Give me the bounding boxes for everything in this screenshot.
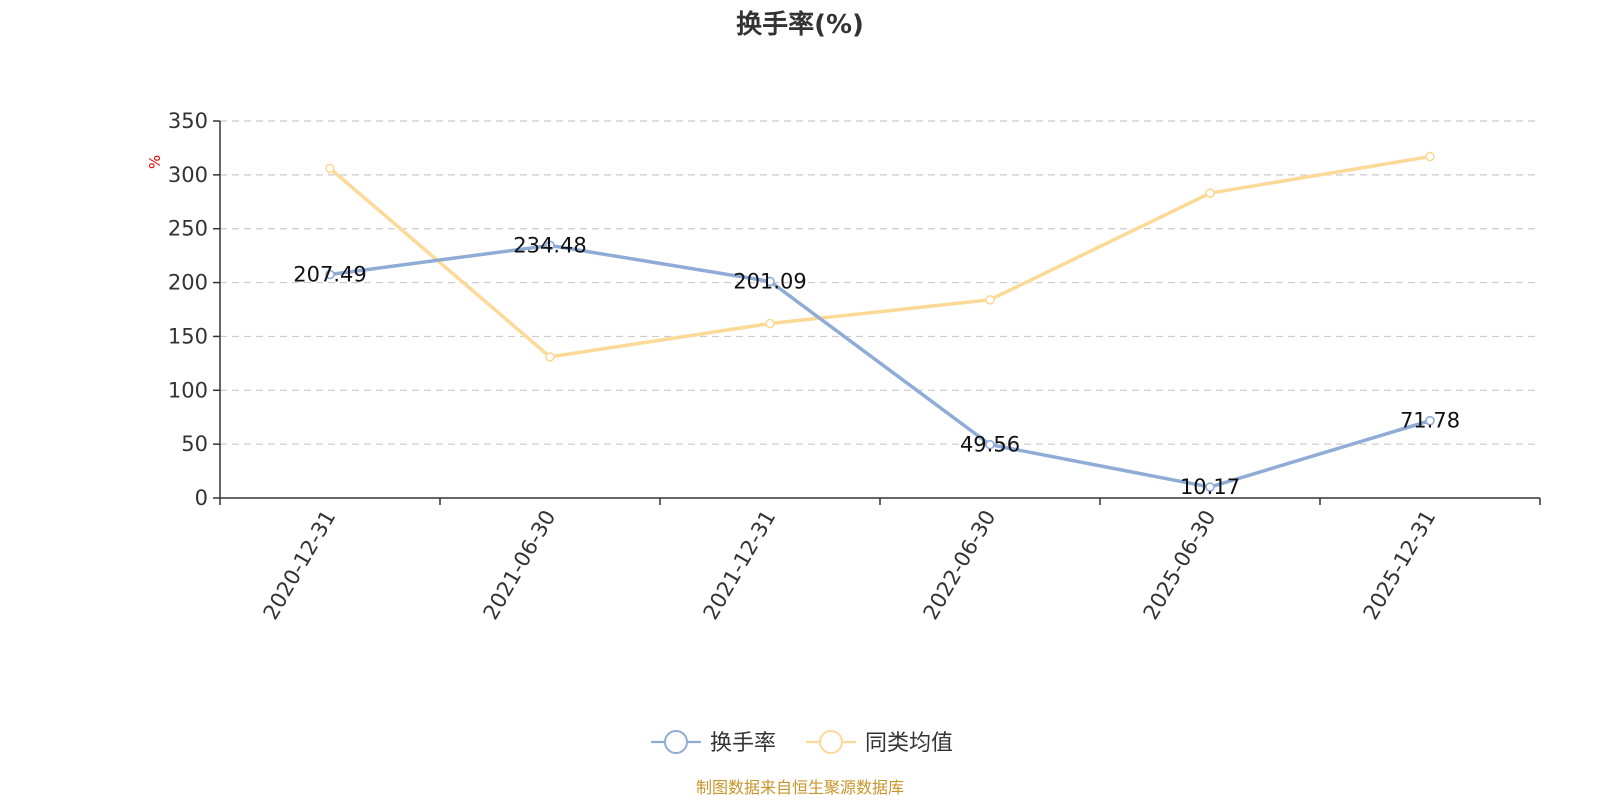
y-tick-label: 0 — [195, 486, 208, 510]
series-line-2 — [330, 157, 1430, 357]
series-point-2 — [1206, 189, 1214, 197]
x-tick-label: 2022-06-30 — [919, 506, 1001, 624]
series-point-2 — [986, 296, 994, 304]
chart-title: 换手率(%) — [736, 9, 864, 40]
x-tick-label: 2025-12-31 — [1359, 506, 1441, 624]
data-label: 49.56 — [960, 433, 1020, 457]
y-axis-unit: % — [146, 155, 164, 169]
data-label: 201.09 — [733, 269, 806, 293]
series-point-2 — [326, 164, 334, 172]
y-tick-label: 350 — [168, 109, 208, 133]
data-label: 71.78 — [1400, 409, 1460, 433]
y-axis: 0 50 100 150 200 250 300 350 — [168, 109, 220, 510]
x-axis: 2020-12-31 2021-06-30 2021-12-31 2022-06-30… — [220, 498, 1540, 624]
y-tick-label: 200 — [168, 271, 208, 295]
legend-marker — [820, 731, 842, 753]
y-tick-label: 250 — [168, 217, 208, 241]
x-tick-label: 2021-12-31 — [699, 506, 781, 624]
legend-label: 换手率 — [710, 731, 776, 756]
legend: 换手率 同类均值 — [651, 731, 953, 756]
x-tick-label: 2021-06-30 — [479, 506, 561, 624]
legend-label: 同类均值 — [865, 731, 953, 756]
series-point-2 — [766, 320, 774, 328]
data-label: 10.17 — [1180, 475, 1240, 499]
series-point-2 — [1426, 153, 1434, 161]
y-tick-label: 50 — [181, 432, 208, 456]
source-note: 制图数据来自恒生聚源数据库 — [696, 778, 904, 797]
y-tick-label: 150 — [168, 324, 208, 348]
data-label: 207.49 — [293, 263, 366, 287]
data-label: 234.48 — [513, 233, 586, 257]
x-tick-label: 2020-12-31 — [259, 506, 341, 624]
x-tick-label: 2025-06-30 — [1139, 506, 1221, 624]
legend-marker — [665, 731, 687, 753]
series-line-1 — [330, 245, 1430, 487]
legend-item-1[interactable]: 换手率 — [651, 731, 776, 756]
series-point-2 — [546, 353, 554, 361]
y-tick-label: 300 — [168, 163, 208, 187]
data-labels: 207.49 234.48 201.09 49.56 10.17 71.78 — [293, 233, 1460, 499]
series-layer — [326, 153, 1434, 491]
legend-item-2[interactable]: 同类均值 — [806, 731, 953, 756]
y-tick-label: 100 — [168, 378, 208, 402]
